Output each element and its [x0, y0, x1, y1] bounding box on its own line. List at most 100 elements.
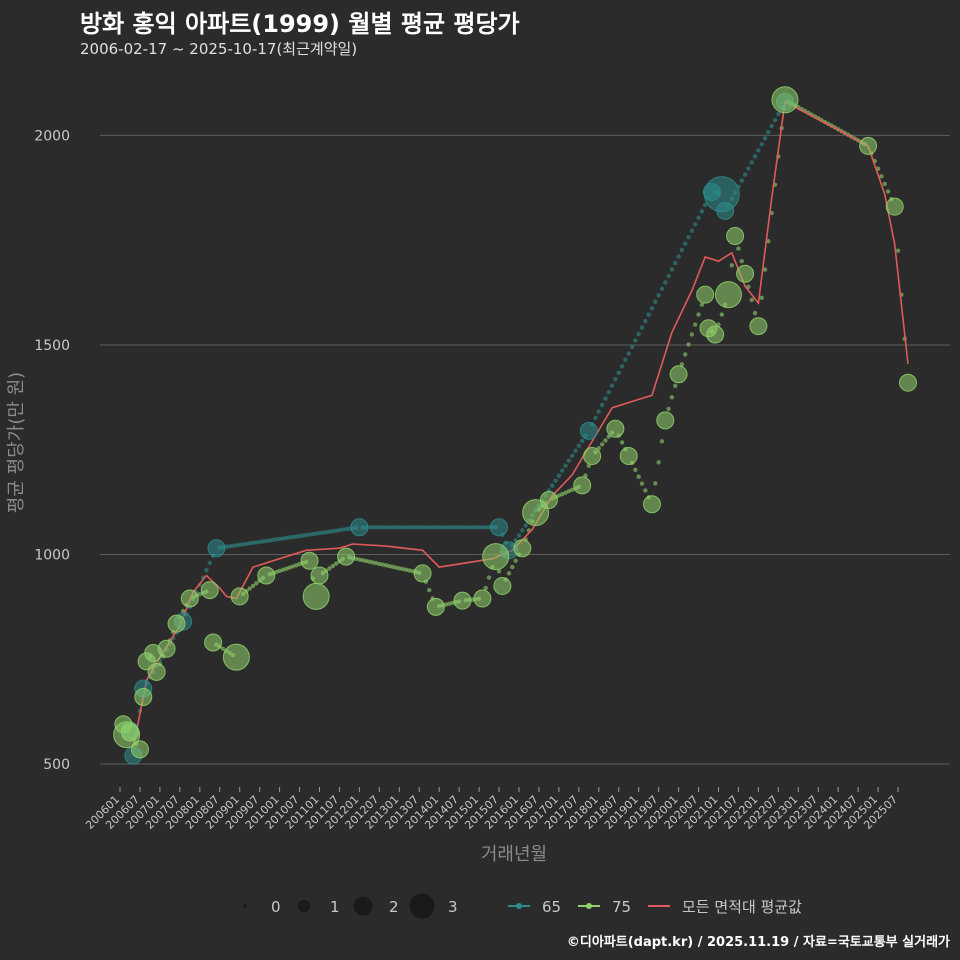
legend-series-label: 75 [612, 898, 631, 916]
point-65 [716, 201, 735, 220]
connector-dot-65 [337, 527, 342, 533]
connector-dot-75 [739, 258, 744, 264]
point-75 [473, 589, 492, 608]
connector-dot-65 [663, 280, 668, 285]
connector-dot-65 [237, 542, 242, 548]
connector-dot-65 [227, 544, 232, 549]
legend-key-dot [586, 903, 592, 909]
connector-dot-75 [659, 439, 665, 444]
connector-dot-65 [317, 530, 322, 536]
connector-dot-65 [430, 525, 435, 530]
connector-dot-75 [377, 561, 382, 567]
connector-dot-65 [609, 383, 615, 388]
point-75 [157, 639, 176, 658]
point-75 [714, 281, 742, 309]
connector-dot-65 [277, 536, 282, 542]
connector-dot-65 [294, 534, 299, 539]
connector-dot-65 [653, 299, 658, 304]
point-75 [539, 491, 558, 510]
point-75 [426, 597, 445, 616]
connector-dot-75 [277, 568, 282, 574]
connector-dot-65 [460, 525, 465, 530]
series-connectors [131, 99, 907, 746]
connector-dot-65 [646, 312, 651, 317]
connector-dot-65 [629, 344, 635, 350]
connector-dot-65 [702, 202, 708, 208]
y-axis-title: 평균 평당가(만 원) [6, 372, 27, 513]
connector-dot-65 [553, 478, 558, 483]
grid-lines [100, 134, 950, 765]
connector-dot-65 [573, 448, 578, 453]
connector-dot-65 [673, 260, 678, 266]
connector-dot-65 [689, 228, 695, 233]
connector-dot-65 [756, 148, 761, 153]
connector-dot-75 [287, 565, 292, 570]
connector-dot-75 [274, 569, 279, 575]
connector-dot-75 [496, 569, 502, 574]
y-tick-label: 1500 [34, 338, 70, 354]
connector-dot-65 [599, 402, 605, 408]
connector-dot-65 [679, 247, 685, 253]
connector-dot-75 [284, 566, 289, 571]
connector-dot-65 [603, 396, 608, 401]
connector-dot-65 [636, 331, 641, 337]
connector-dot-65 [274, 537, 279, 542]
legend-size-label: 0 [271, 898, 281, 916]
connector-dot-65 [593, 415, 598, 421]
point-75 [300, 551, 319, 570]
connector-dot-65 [397, 525, 402, 530]
connector-dot-65 [752, 154, 758, 159]
connector-dot-75 [749, 297, 754, 303]
connector-dot-65 [649, 306, 655, 311]
connector-dot-65 [413, 525, 419, 530]
connector-dot-65 [456, 525, 462, 530]
connector-dot-75 [383, 563, 389, 568]
x-axis-title: 거래년월 [481, 844, 547, 865]
connector-dot-65 [330, 528, 335, 534]
connector-dot-65 [669, 267, 675, 272]
point-75 [583, 447, 602, 466]
connector-dot-65 [566, 458, 572, 463]
connector-dot-75 [689, 332, 695, 337]
connector-dot-65 [606, 389, 611, 395]
connector-dot-75 [729, 263, 734, 268]
connector-dot-75 [719, 312, 725, 317]
connector-dot-75 [669, 395, 675, 400]
connector-dot-65 [264, 538, 269, 544]
connector-dot-65 [297, 533, 302, 539]
connector-dot-65 [666, 273, 671, 279]
connector-dot-65 [569, 453, 575, 458]
legend-series-label: 65 [542, 898, 561, 916]
connector-dot-75 [563, 490, 568, 495]
connector-dot-75 [560, 491, 565, 497]
y-tick-label: 1000 [34, 548, 70, 564]
connector-dot-65 [686, 235, 691, 240]
chart-subtitle: 2006-02-17 ~ 2025-10-17(최근계약일) [80, 40, 358, 58]
connector-dot-65 [466, 525, 472, 530]
connector-dot-65 [616, 370, 621, 375]
connector-dot-65 [423, 525, 429, 530]
y-axis-ticks: 500 1000 1500 2000 [34, 128, 70, 773]
point-75 [134, 687, 153, 706]
point-65 [579, 421, 598, 440]
connector-dot-75 [666, 406, 671, 412]
point-75 [726, 227, 745, 246]
data-points [113, 86, 917, 765]
connector-dot-75 [486, 575, 492, 580]
connector-dot-75 [380, 562, 385, 567]
connector-dot-65 [204, 568, 209, 573]
point-75 [200, 581, 219, 600]
connector-dot-75 [619, 440, 625, 445]
connector-dot-65 [556, 473, 562, 478]
point-65 [207, 539, 226, 558]
connector-dot-75 [759, 295, 764, 301]
connector-dot-65 [759, 142, 764, 147]
point-75 [669, 365, 688, 384]
connector-dot-75 [387, 563, 392, 569]
point-75 [222, 643, 250, 671]
connector-dot-65 [440, 525, 445, 530]
connector-dot-75 [403, 567, 409, 572]
connector-dot-65 [343, 527, 349, 532]
point-75 [736, 264, 755, 283]
